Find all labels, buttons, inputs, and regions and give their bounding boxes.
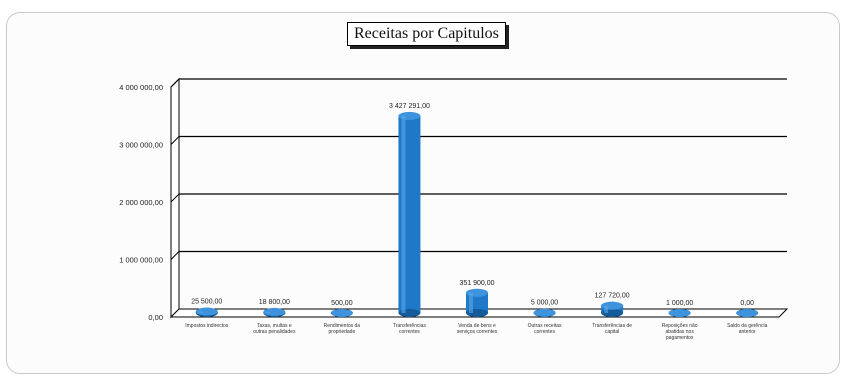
data-label: 5 000,00 [531, 300, 558, 307]
bar [398, 111, 421, 317]
y-tick-label: 1 000 000,00 [119, 256, 163, 265]
bar [601, 301, 624, 317]
data-label: 351 900,00 [459, 280, 494, 287]
bar [668, 308, 691, 317]
gridline-depth [170, 136, 180, 145]
data-label: 0,00 [740, 300, 754, 307]
bar [195, 307, 218, 317]
data-label: 500,00 [331, 300, 353, 307]
gridline-depth [170, 78, 180, 88]
category-label: Saldo da gerência anterior [727, 323, 768, 335]
category-label: Outras receitas correntes [528, 323, 562, 335]
y-tick-label: 0,00 [148, 313, 163, 322]
category-label: Reposições não abatidas nos pagamentos [662, 323, 698, 341]
gridline-depth [170, 193, 180, 203]
category-label: Transferências correntes [393, 323, 426, 335]
bar [466, 288, 488, 317]
gridline-depth [170, 251, 180, 260]
y-tick-label: 4 000 000,00 [119, 83, 163, 92]
bar [533, 308, 556, 317]
category-label: Taxas, multas e outras penalidades [253, 323, 296, 335]
category-label: Venda de bens e serviços correntes [457, 323, 498, 335]
data-label: 25 500,00 [191, 299, 222, 306]
data-label: 3 427 291,00 [389, 103, 430, 110]
bar [330, 308, 353, 317]
bar [736, 309, 759, 317]
bar [263, 307, 286, 317]
data-label: 127 720,00 [595, 293, 630, 300]
data-label: 1 000,00 [666, 300, 693, 307]
category-label: Transferências de capital [592, 323, 632, 335]
category-label: Rendimentos da propriedade [324, 323, 361, 335]
chart-title: Receitas por Capitulos [347, 22, 506, 46]
data-label: 18 800,00 [259, 299, 290, 306]
y-tick-label: 3 000 000,00 [119, 141, 163, 150]
y-tick-label: 2 000 000,00 [119, 198, 163, 207]
category-label: Impostos indirectos [185, 323, 229, 329]
